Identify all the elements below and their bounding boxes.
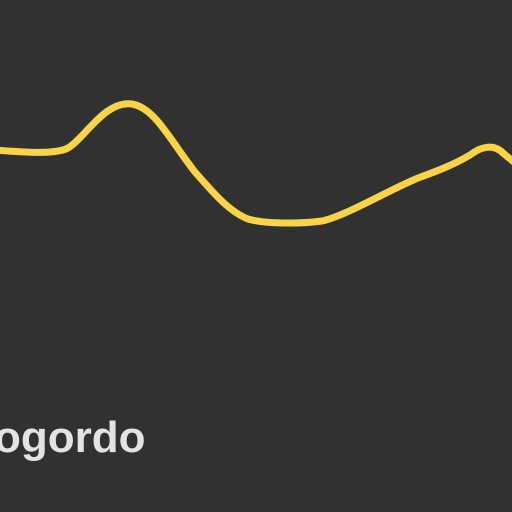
road-route-line[interactable] [0,100,512,227]
place-name-label: ogordo [0,413,146,462]
